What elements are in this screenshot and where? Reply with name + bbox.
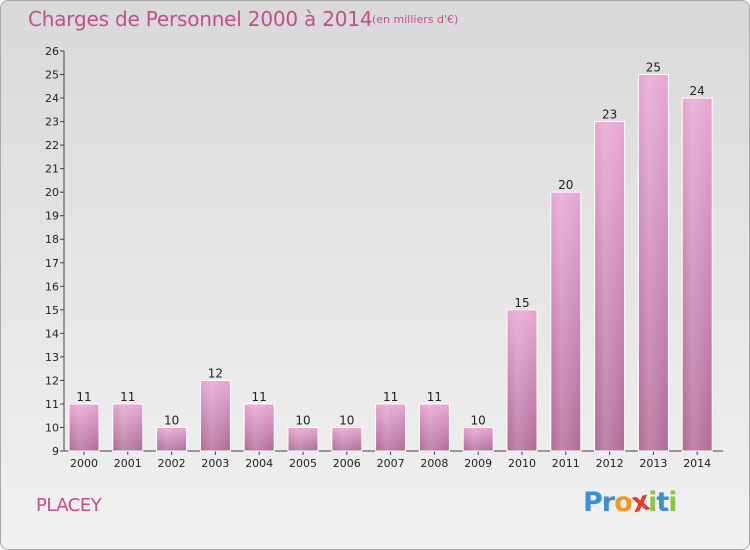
chart-title: Charges de Personnel 2000 à 2014	[28, 7, 373, 31]
bar-highlight	[70, 404, 98, 451]
y-tick-label: 15	[45, 304, 59, 317]
bar-highlight	[595, 122, 624, 452]
x-tick-label: 2005	[289, 457, 317, 470]
data-label: 11	[427, 390, 442, 404]
x-tick-label: 2006	[333, 457, 361, 470]
y-tick-label: 14	[45, 327, 59, 340]
x-tick-label: 2014	[683, 457, 711, 470]
x-tick-label: 2000	[70, 457, 98, 470]
x-tick-label: 2007	[377, 457, 405, 470]
data-label: 24	[690, 84, 705, 98]
y-tick-label: 24	[45, 92, 59, 105]
x-tick-label: 2010	[508, 457, 536, 470]
data-label: 20	[558, 178, 573, 192]
commune-name: PLACEY	[36, 495, 102, 516]
x-tick-label: 2001	[114, 457, 142, 470]
y-tick-label: 20	[45, 186, 59, 199]
bar-highlight	[376, 404, 405, 451]
y-tick-label: 16	[45, 280, 59, 293]
bar-highlight	[157, 428, 186, 451]
y-tick-label: 18	[45, 233, 59, 246]
chart-subtitle: (en milliers d'€)	[372, 13, 459, 26]
bar-highlight	[683, 99, 712, 451]
data-label: 10	[164, 413, 179, 427]
bar-highlight	[201, 381, 230, 451]
data-label: 10	[339, 413, 354, 427]
y-tick-label: 9	[52, 445, 59, 458]
y-tick-label: 13	[45, 351, 59, 364]
x-tick-label: 2013	[639, 457, 667, 470]
logo-letter: i	[648, 487, 657, 518]
y-tick-label: 12	[45, 374, 59, 387]
x-tick-label: 2003	[201, 457, 229, 470]
data-label: 10	[295, 413, 310, 427]
bar-highlight	[113, 404, 142, 451]
y-tick-label: 11	[45, 398, 59, 411]
bar-highlight	[289, 428, 317, 451]
logo-letter: r	[601, 487, 615, 518]
bar-highlight	[245, 404, 274, 451]
data-label: 25	[646, 61, 661, 75]
y-tick-label: 22	[45, 139, 59, 152]
bar-highlight	[551, 193, 580, 452]
data-label: 15	[514, 296, 529, 310]
data-label: 10	[471, 413, 486, 427]
bar-highlight	[332, 428, 361, 451]
data-label: 11	[76, 390, 91, 404]
x-tick-label: 2008	[420, 457, 448, 470]
data-label: 11	[383, 390, 398, 404]
y-tick-label: 17	[45, 257, 59, 270]
bar-highlight	[639, 75, 668, 451]
logo-letter: P	[583, 487, 603, 518]
logo-letter: t	[656, 487, 669, 518]
bar-highlight	[464, 428, 493, 451]
y-tick-label: 21	[45, 163, 59, 176]
y-tick-label: 19	[45, 210, 59, 223]
x-tick-label: 2009	[464, 457, 492, 470]
data-label: 23	[602, 108, 617, 122]
y-tick-label: 23	[45, 116, 59, 129]
x-tick-label: 2002	[158, 457, 186, 470]
x-tick-label: 2012	[596, 457, 624, 470]
data-label: 12	[208, 366, 223, 380]
y-tick-label: 10	[45, 421, 59, 434]
y-tick-label: 26	[45, 45, 59, 58]
logo-letter: o	[614, 487, 633, 518]
bar-highlight	[508, 310, 536, 451]
bar-highlight	[420, 404, 449, 451]
logo-letter: i	[668, 487, 677, 518]
proxiti-logo: Proxiti	[583, 486, 678, 520]
y-tick-label: 25	[45, 69, 59, 82]
data-label: 11	[252, 390, 267, 404]
data-label: 11	[120, 390, 135, 404]
x-tick-label: 2011	[552, 457, 580, 470]
x-tick-label: 2004	[245, 457, 273, 470]
